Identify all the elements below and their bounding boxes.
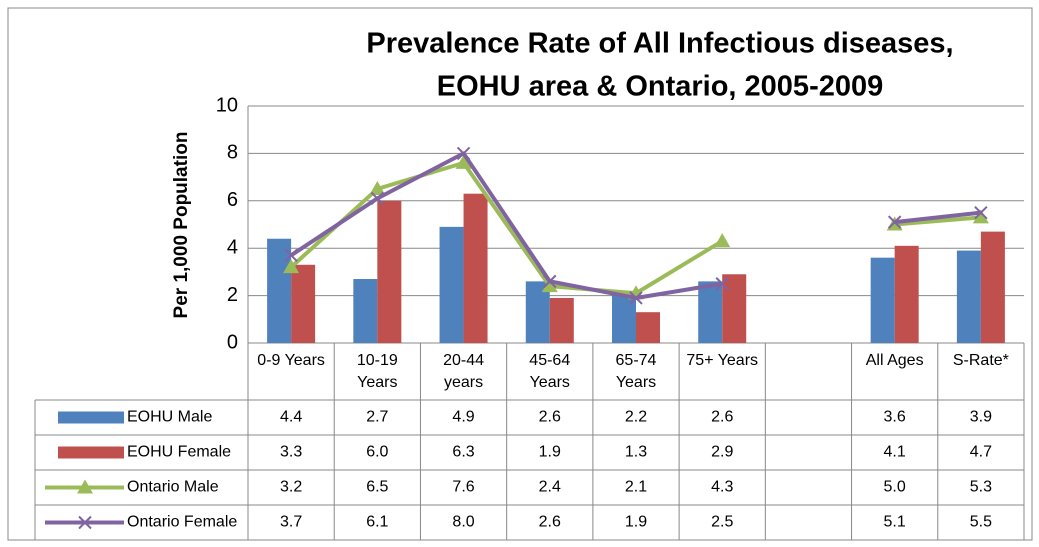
marker xyxy=(370,191,385,206)
bar xyxy=(267,238,292,343)
table-cell: 4.4 xyxy=(280,409,302,426)
table-cell: 2.1 xyxy=(625,479,647,496)
table-cell: 3.2 xyxy=(280,479,302,496)
legend-label: EOHU Male xyxy=(127,409,212,426)
table-cell: 2.5 xyxy=(711,514,733,531)
y-tick-label: 6 xyxy=(227,189,238,211)
y-tick-label: 4 xyxy=(227,236,238,258)
x-tick-label: 45-64 Years xyxy=(529,352,571,391)
bar xyxy=(549,297,574,343)
marker xyxy=(78,515,92,530)
table-cell: 4.3 xyxy=(711,479,733,496)
marker xyxy=(543,274,557,289)
legend-label: EOHU Female xyxy=(127,444,231,461)
bar xyxy=(291,264,316,343)
table-cell: 2.6 xyxy=(539,514,561,531)
legend-label: Ontario Male xyxy=(127,479,219,496)
chart-title: EOHU area & Ontario, 2005-2009 xyxy=(437,71,883,103)
legend-swatch xyxy=(58,411,124,424)
line xyxy=(894,215,982,227)
table-cell: 2.7 xyxy=(366,409,388,426)
y-tick-label: 0 xyxy=(227,331,238,353)
table-cell: 3.9 xyxy=(970,409,992,426)
y-tick-label: 8 xyxy=(227,142,238,164)
marker xyxy=(974,205,988,220)
line xyxy=(894,210,982,225)
chart-border xyxy=(7,7,1033,541)
x-tick-label: 75+ Years xyxy=(686,352,759,369)
marker xyxy=(629,291,643,305)
marker xyxy=(887,215,902,229)
marker xyxy=(77,479,93,494)
y-axis-label: Per 1,000 Population xyxy=(171,132,192,319)
table-cell: 4.1 xyxy=(884,444,906,461)
table-cell: 5.5 xyxy=(970,514,992,531)
table-cell: 4.9 xyxy=(452,409,474,426)
bar xyxy=(463,193,488,343)
x-tick-label: All Ages xyxy=(865,352,924,369)
legend-swatch xyxy=(58,446,124,459)
bar xyxy=(636,312,660,343)
marker xyxy=(541,278,558,293)
table-cell: 5.3 xyxy=(970,479,992,496)
table-cell: 2.4 xyxy=(539,479,561,496)
marker xyxy=(972,209,989,224)
bar xyxy=(894,245,919,343)
table-cell: 6.3 xyxy=(452,444,474,461)
table-cell: 1.9 xyxy=(625,514,647,531)
table-cell: 2.6 xyxy=(539,409,561,426)
table-cell: 1.9 xyxy=(539,444,561,461)
marker xyxy=(714,233,731,248)
x-tick-label: 65-74 Years xyxy=(615,352,657,391)
marker xyxy=(283,259,300,274)
y-tick-label: 10 xyxy=(216,94,238,116)
table-cell: 5.0 xyxy=(884,479,906,496)
bar xyxy=(377,200,402,343)
table-cell: 6.1 xyxy=(366,514,388,531)
y-tick-label: 2 xyxy=(227,284,238,306)
table-cell: 4.7 xyxy=(970,444,992,461)
table-cell: 3.7 xyxy=(280,514,302,531)
line xyxy=(289,160,724,296)
x-tick-label: 20-44 years xyxy=(443,352,484,391)
table-cell: 2.2 xyxy=(625,409,647,426)
table-cell: 3.6 xyxy=(884,409,906,426)
marker xyxy=(455,154,472,169)
x-tick-label: S-Rate* xyxy=(952,352,1009,369)
table-cell: 2.6 xyxy=(711,409,733,426)
marker xyxy=(284,248,298,263)
bar xyxy=(353,279,378,343)
bar xyxy=(722,274,747,343)
table-cell: 6.5 xyxy=(366,479,388,496)
marker xyxy=(369,180,386,195)
marker xyxy=(715,277,729,291)
chart-title: Prevalence Rate of All Infectious diseas… xyxy=(366,28,953,60)
x-tick-label: 0-9 Years xyxy=(257,352,325,369)
bar xyxy=(956,250,981,343)
table-cell: 1.3 xyxy=(625,444,647,461)
table-cell: 3.3 xyxy=(280,444,302,461)
line xyxy=(290,151,723,300)
table-cell: 2.9 xyxy=(711,444,733,461)
table-cell: 5.1 xyxy=(884,514,906,531)
bar xyxy=(439,226,464,343)
bar xyxy=(980,231,1005,343)
x-tick-label: 10-19 Years xyxy=(356,352,398,391)
bar xyxy=(698,281,723,343)
table-cell: 6.0 xyxy=(366,444,388,461)
table-cell: 8.0 xyxy=(452,514,474,531)
marker xyxy=(456,146,471,161)
bar xyxy=(870,257,895,343)
bar xyxy=(612,290,636,343)
legend-label: Ontario Female xyxy=(127,514,237,531)
table-cell: 7.6 xyxy=(452,479,474,496)
